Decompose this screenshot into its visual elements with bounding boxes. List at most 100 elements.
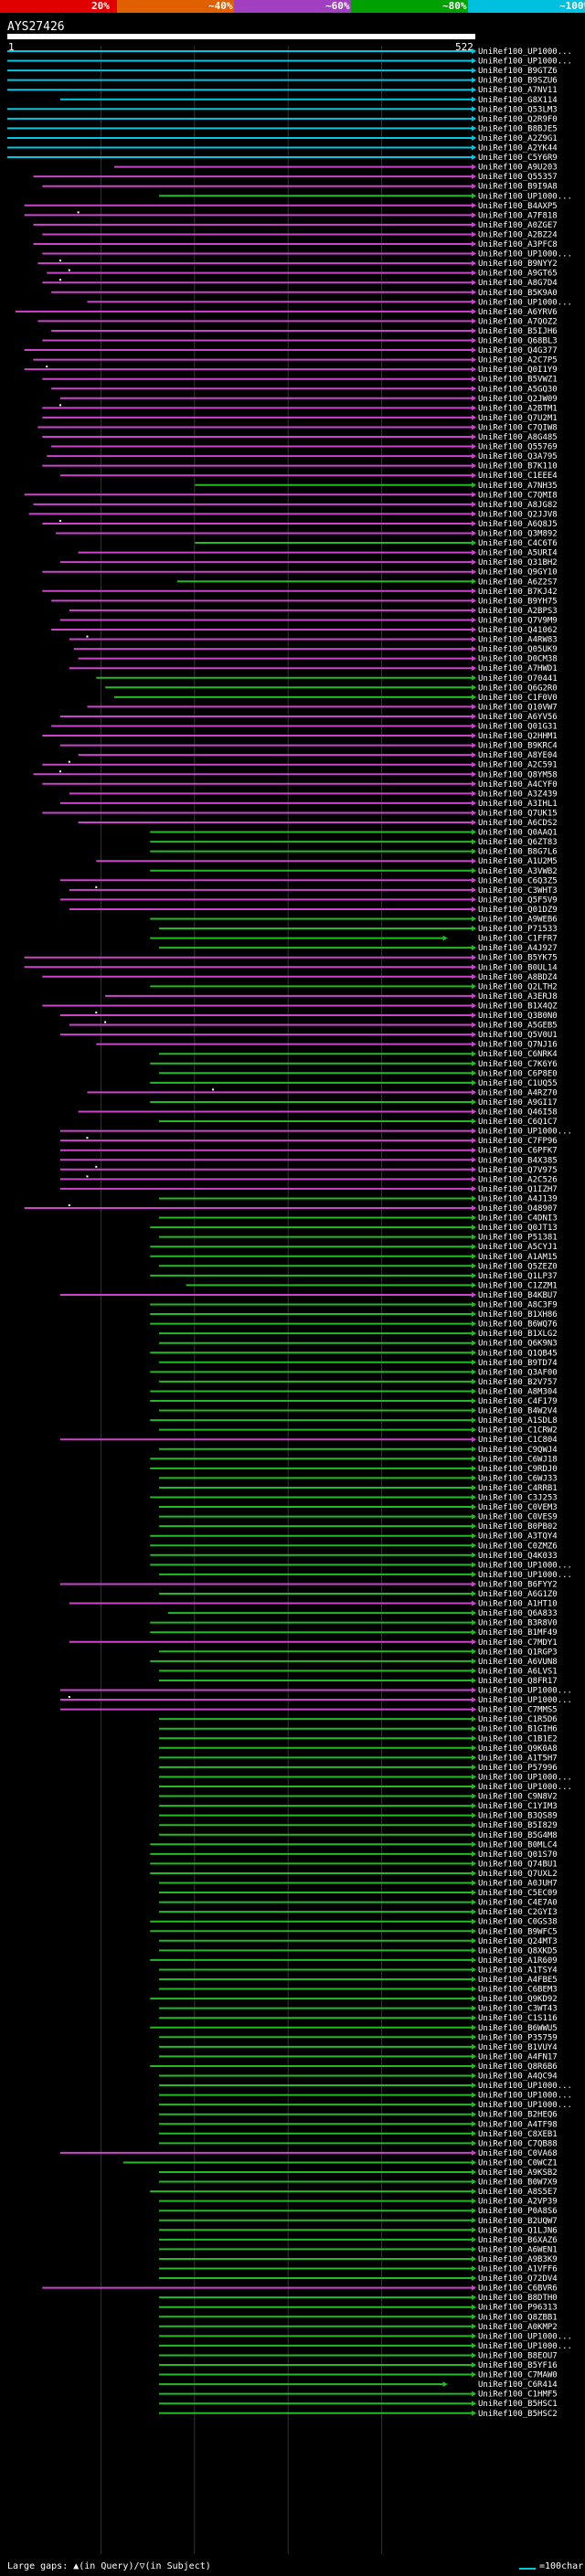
hit-label: UniRef100_C8XEB1 — [478, 2130, 558, 2139]
hit-label: UniRef100_UP1000... — [478, 1561, 572, 1570]
hit-end-arrow — [472, 829, 476, 835]
hit-row: UniRef100_Q7UK15 — [42, 809, 558, 818]
hit-row: UniRef100_A5CYJ1 — [150, 1243, 558, 1252]
hit-row: UniRef100_B5G4M8 — [159, 1831, 558, 1840]
hit-end-arrow — [472, 270, 476, 276]
hit-end-arrow — [472, 2072, 476, 2079]
hit-row: UniRef100_A2BPS3 — [69, 607, 558, 616]
hit-row: UniRef100_B9I9A8 — [42, 183, 558, 192]
hit-end-arrow — [472, 848, 476, 854]
hit-row: UniRef100_A7QOZ2 — [37, 317, 558, 326]
hit-row: UniRef100_B5VWZ1 — [42, 376, 558, 385]
gap-marker — [46, 366, 48, 368]
hit-end-arrow — [472, 434, 476, 440]
hit-end-arrow — [472, 395, 476, 401]
hit-row: UniRef100_B1X4QZ — [42, 1002, 558, 1011]
hit-row: UniRef100_C1B1E2 — [159, 1734, 558, 1744]
hit-label: UniRef100_B7KJ42 — [478, 588, 558, 597]
hit-end-arrow — [472, 627, 476, 632]
hit-end-arrow — [472, 1070, 476, 1076]
hit-label: UniRef100_A7F818 — [478, 211, 558, 220]
hit-row: UniRef100_A6VUN8 — [150, 1658, 558, 1667]
hit-label: UniRef100_Q46I58 — [478, 1108, 558, 1118]
hit-row: UniRef100_A3VWB2 — [150, 867, 558, 876]
hit-end-arrow — [472, 424, 476, 430]
hit-end-arrow — [472, 472, 476, 479]
hit-row: UniRef100_UP1000... — [159, 2342, 572, 2351]
hit-label: UniRef100_Q55357 — [478, 173, 558, 182]
hit-end-arrow — [472, 1629, 476, 1636]
hit-label: UniRef100_C5Y6R9 — [478, 154, 558, 163]
hit-label: UniRef100_Q6ZT83 — [478, 838, 558, 847]
hit-label: UniRef100_B1XH86 — [478, 1310, 558, 1320]
hit-label: UniRef100_A2BPS3 — [478, 607, 558, 616]
hit-label: UniRef100_C1F0V0 — [478, 694, 558, 703]
scale-segment — [351, 0, 468, 13]
hit-end-arrow — [472, 77, 476, 83]
hit-row: UniRef100_A2Z9G1 — [7, 134, 558, 143]
hit-row: UniRef100_O70441 — [96, 674, 558, 684]
hit-end-arrow — [472, 453, 476, 460]
hit-row: UniRef100_B0W7X9 — [159, 2178, 558, 2188]
hit-label: UniRef100_A8G485 — [478, 433, 558, 442]
hit-row: UniRef100_B8EOU7 — [159, 2351, 558, 2360]
hit-label: UniRef100_P0A8S6 — [478, 2207, 558, 2216]
hit-row: UniRef100_Q05UK9 — [73, 645, 558, 654]
hit-end-arrow — [472, 1831, 476, 1838]
hit-label: UniRef100_B2UQW7 — [478, 2217, 558, 2226]
hit-row: UniRef100_UP1000... — [159, 192, 572, 201]
hit-end-arrow — [472, 2053, 476, 2060]
hit-end-arrow — [472, 1147, 476, 1153]
hit-end-arrow — [472, 771, 476, 778]
hit-end-arrow — [472, 704, 476, 710]
hit-end-arrow — [472, 1426, 476, 1433]
hit-row: UniRef100_C4E7A0 — [159, 1899, 558, 1908]
hit-end-arrow — [472, 1214, 476, 1221]
hit-row: UniRef100_A8C3F9 — [150, 1301, 558, 1310]
hit-end-arrow — [472, 1996, 476, 2002]
hit-row: UniRef100_Q2HHM1 — [42, 732, 558, 741]
hit-end-arrow — [472, 1532, 476, 1539]
hit-label: UniRef100_B1XLG2 — [478, 1330, 558, 1339]
hit-end-arrow — [472, 115, 476, 122]
gap-marker — [95, 1012, 98, 1013]
hit-label: UniRef100_Q6G2R0 — [478, 684, 558, 693]
hit-row: UniRef100_Q9K0A8 — [159, 1744, 558, 1754]
hit-label: UniRef100_A6WEN1 — [478, 2245, 558, 2254]
hit-end-arrow — [472, 877, 476, 884]
hit-row: UniRef100_C6BVR6 — [42, 2284, 558, 2294]
hit-row: UniRef100_Q10VW7 — [87, 703, 558, 712]
gap-marker — [104, 1021, 107, 1023]
hit-end-arrow — [472, 1918, 476, 1924]
hit-label: UniRef100_C0ZMZ6 — [478, 1542, 558, 1551]
hit-row: UniRef100_C0VES9 — [159, 1513, 558, 1522]
hit-label: UniRef100_Q8ZBB1 — [478, 2313, 558, 2322]
hit-end-arrow — [472, 655, 476, 662]
hit-row: UniRef100_B7KJ42 — [42, 588, 558, 597]
hit-label: UniRef100_A8BDZ4 — [478, 973, 558, 982]
hit-label: UniRef100_C7MAW0 — [478, 2371, 558, 2380]
hit-end-arrow — [472, 568, 476, 575]
hit-label: UniRef100_C1R5D6 — [478, 1715, 558, 1724]
hit-end-arrow — [472, 1060, 476, 1066]
hit-end-arrow — [472, 2304, 476, 2310]
hit-row: UniRef100_C4C6T6 — [195, 539, 558, 548]
hit-label: UniRef100_Q8R6B6 — [478, 2062, 558, 2072]
hit-label: UniRef100_C0VA68 — [478, 2149, 558, 2158]
hit-row: UniRef100_B2UQW7 — [159, 2217, 558, 2226]
hit-row: UniRef100_C6Q1C7 — [159, 1118, 558, 1127]
hit-row: UniRef100_A9B3K9 — [159, 2255, 558, 2264]
hit-row: UniRef100_Q8R6B6 — [150, 2062, 558, 2072]
hit-end-arrow — [472, 2236, 476, 2242]
hit-label: UniRef100_UP1000... — [478, 192, 572, 201]
hit-end-arrow — [472, 1860, 476, 1867]
hit-label: UniRef100_B5YK75 — [478, 954, 558, 963]
hit-end-arrow — [472, 48, 476, 54]
hit-end-arrow — [472, 1041, 476, 1047]
hit-label: UniRef100_B8G7L6 — [478, 848, 558, 857]
hit-label: UniRef100_B9WFC5 — [478, 1927, 558, 1936]
hit-label: UniRef100_C6Q1C7 — [478, 1118, 558, 1127]
hit-row: UniRef100_P57996 — [159, 1764, 558, 1773]
hit-label: UniRef100_UP1000... — [478, 250, 572, 260]
hit-end-arrow — [472, 1754, 476, 1761]
